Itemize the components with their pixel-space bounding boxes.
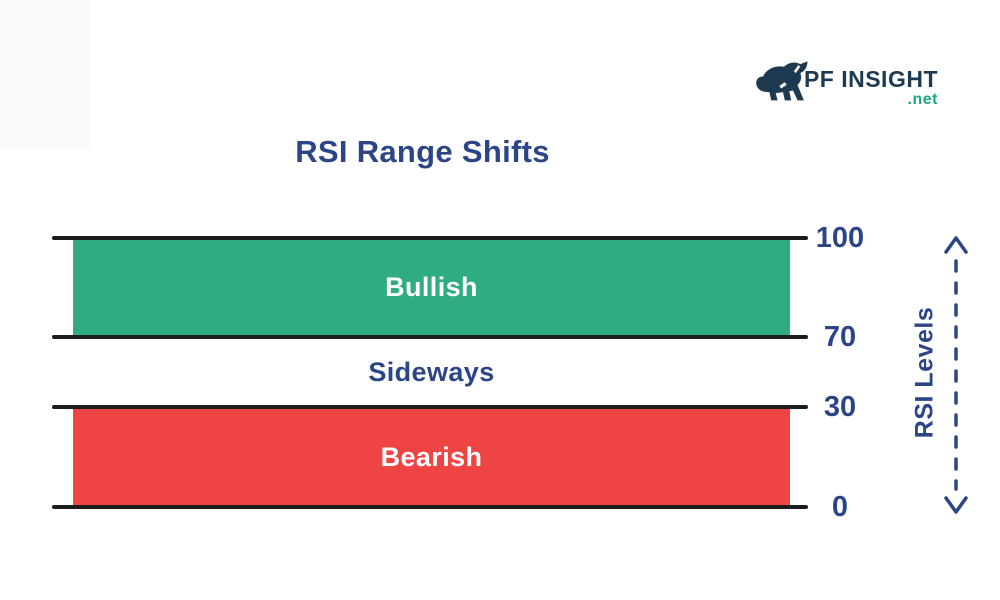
band-bearish: Bearish: [73, 409, 790, 505]
tick-label-0: 0: [831, 491, 849, 523]
tick-label-100: 100: [815, 222, 865, 254]
chart-title: RSI Range Shifts: [295, 134, 550, 169]
band-sideways: Sideways: [73, 339, 790, 405]
pf-insight-logo: PF INSIGHT .net: [754, 58, 938, 110]
boundary-line-30: [52, 405, 808, 409]
boundary-line-70: [52, 335, 808, 339]
band-label-bearish: Bearish: [380, 441, 483, 472]
logo-brand-text: PF INSIGHT: [803, 66, 938, 92]
bull-icon: [756, 61, 808, 101]
logo-suffix-text: .net: [907, 91, 938, 108]
corner-background-block: [0, 0, 90, 150]
tick-label-30: 30: [823, 391, 857, 423]
boundary-line-100: [52, 236, 808, 240]
boundary-line-0: [52, 505, 808, 509]
axis-title-rsi-levels: RSI Levels: [910, 306, 939, 439]
logo-text: PF INSIGHT .net: [804, 58, 938, 108]
double-arrow-icon: [944, 236, 968, 514]
band-label-sideways: Sideways: [368, 356, 495, 387]
band-label-bullish: Bullish: [385, 272, 478, 302]
tick-label-70: 70: [823, 321, 857, 353]
band-bullish: Bullish: [73, 240, 790, 335]
